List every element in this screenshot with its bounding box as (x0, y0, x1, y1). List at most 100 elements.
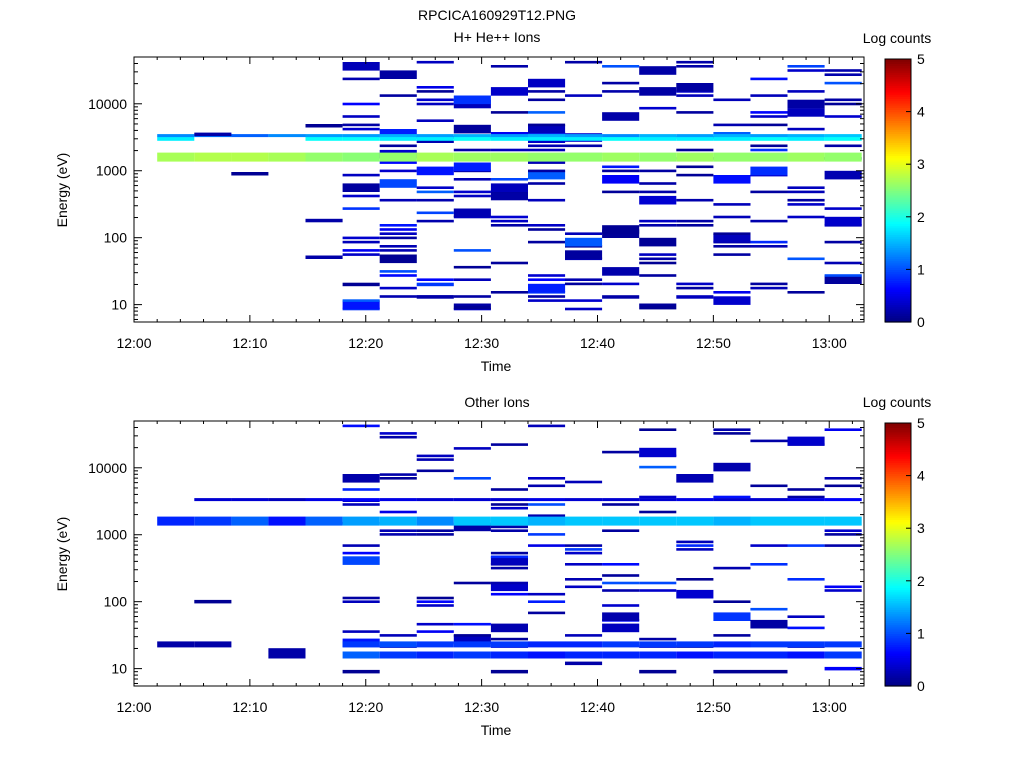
colorbar-swatch (885, 286, 911, 290)
colorbar-swatch (885, 613, 911, 617)
colorbar-swatch (885, 517, 911, 521)
heatmap-cell (602, 563, 640, 566)
heatmap-cell (824, 136, 862, 141)
heatmap-cell (602, 623, 640, 633)
heatmap-cell (231, 172, 269, 176)
heatmap-cell (824, 98, 862, 102)
colorbar-swatch (885, 247, 911, 251)
heatmap-cell (565, 661, 603, 666)
heatmap-cell (639, 498, 677, 502)
heatmap-cell (676, 651, 714, 659)
x-axis-label: Time (481, 358, 512, 374)
colorbar-swatch (885, 534, 911, 538)
heatmap-cell (787, 544, 825, 547)
heatmap-cell (713, 175, 751, 184)
heatmap-cell (379, 224, 417, 227)
heatmap-cell (528, 484, 566, 488)
heatmap-cell (528, 477, 566, 480)
heatmap-cell (490, 136, 528, 141)
heatmap-cell (787, 651, 825, 659)
colorbar-swatch (885, 234, 911, 238)
heatmap-cell (676, 498, 714, 502)
heatmap-cell (750, 619, 788, 629)
heatmap-cell (713, 634, 751, 637)
colorbar-swatch (885, 109, 911, 113)
heatmap-cell (676, 111, 714, 114)
plot-frame (133, 420, 865, 687)
colorbar-swatch (885, 582, 911, 586)
colorbar-tick-label: 5 (917, 51, 925, 67)
colorbar-swatch (885, 74, 911, 78)
heatmap-cell (676, 65, 714, 68)
colorbar-tick-label: 4 (917, 468, 925, 484)
colorbar-swatch (885, 306, 911, 310)
heatmap-cell (490, 148, 528, 152)
heatmap-cell (787, 136, 825, 141)
heatmap-cell (342, 207, 380, 210)
heatmap-cell (602, 574, 640, 577)
heatmap-cell (565, 232, 603, 235)
heatmap-cell (528, 498, 566, 502)
colorbar-swatch (885, 107, 911, 111)
colorbar-swatch (885, 519, 911, 523)
colorbar-swatch (885, 302, 911, 306)
heatmap-cell (565, 548, 603, 551)
colorbar-swatch (885, 604, 911, 608)
colorbar-swatch (885, 486, 911, 490)
heatmap-cell (750, 219, 788, 223)
heatmap-cell (379, 134, 417, 138)
heatmap-cell (416, 533, 454, 536)
heatmap-cell (824, 275, 862, 284)
heatmap-cell (565, 563, 603, 566)
heatmap-cell (342, 173, 380, 177)
heatmap-cell (824, 216, 862, 226)
heatmap-cell (490, 651, 528, 659)
heatmap-cell (824, 641, 862, 648)
heatmap-cell (528, 124, 566, 134)
colorbar-swatch (885, 646, 911, 650)
heatmap-cell (342, 240, 380, 244)
heatmap-cell (453, 581, 491, 585)
heatmap-cell (713, 203, 751, 206)
colorbar-swatch (885, 317, 911, 321)
heatmap-cell (639, 581, 677, 585)
heatmap-cell (379, 249, 417, 252)
heatmap-cell (787, 90, 825, 93)
colorbar-tick-label: 3 (917, 520, 925, 536)
colorbar-swatch (885, 69, 911, 73)
heatmap-cell (602, 65, 640, 68)
heatmap-cell (490, 134, 528, 138)
heatmap-cell (639, 87, 677, 96)
heatmap-cell (416, 630, 454, 633)
heatmap-cell (824, 498, 862, 502)
heatmap-cell (379, 651, 417, 659)
x-tick-label: 12:10 (232, 335, 267, 351)
colorbar-swatch (885, 451, 911, 455)
colorbar-swatch (885, 304, 911, 308)
colorbar-swatch (885, 102, 911, 106)
heatmap-cell (639, 136, 677, 141)
colorbar-swatch (885, 311, 911, 314)
heatmap-cell (490, 443, 528, 446)
heatmap-cell (342, 651, 380, 659)
colorbar-swatch (885, 98, 911, 102)
heatmap-cell (379, 254, 417, 264)
heatmap-cell (639, 219, 677, 223)
heatmap-cell (787, 186, 825, 189)
heatmap-cell (750, 190, 788, 194)
heatmap-cell (602, 112, 640, 121)
colorbar-swatch (885, 433, 911, 437)
heatmap-cell (453, 622, 491, 626)
colorbar-swatch (885, 172, 911, 176)
heatmap-cell (824, 274, 862, 277)
heatmap-cell (750, 144, 788, 148)
heatmap-cell (231, 516, 269, 526)
heatmap-cell (824, 477, 862, 480)
heatmap-cell (453, 303, 491, 307)
colorbar-swatch (885, 265, 911, 268)
heatmap-cell (453, 447, 491, 450)
colorbar-swatch (885, 313, 911, 317)
heatmap-cell (379, 498, 417, 502)
heatmap-cell (602, 612, 640, 621)
heatmap-cell (342, 503, 380, 506)
